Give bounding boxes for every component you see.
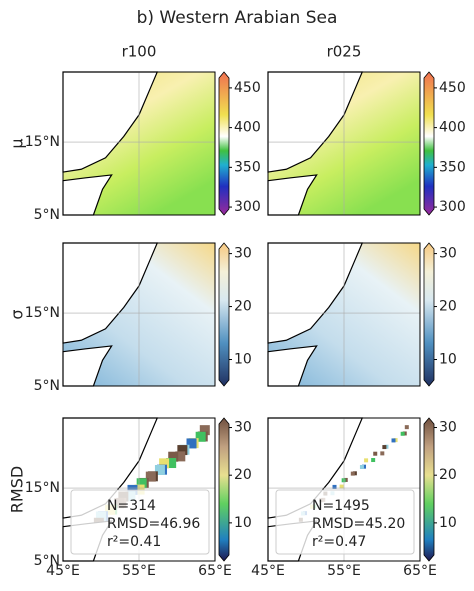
lon-tick-label: 45°E xyxy=(251,563,285,579)
land xyxy=(267,242,364,344)
map-cell xyxy=(391,438,396,443)
colorbar-tick-label: 30 xyxy=(439,246,457,262)
colorbar-tick-label: 300 xyxy=(439,199,466,215)
map-cell xyxy=(380,451,385,456)
lat-tick-label: 5°N xyxy=(34,207,60,223)
map-cell xyxy=(393,438,398,443)
map-cell xyxy=(373,451,378,456)
row-label: RMSD xyxy=(8,466,27,513)
map-cell xyxy=(145,471,156,482)
column-title: r100 xyxy=(122,43,157,61)
colorbar-tick-label: 10 xyxy=(439,352,457,368)
colorbar-tick-label: 350 xyxy=(234,159,261,175)
stats-text: r²=0.41 xyxy=(107,534,161,550)
lon-tick-label: 65°E xyxy=(198,563,232,579)
colorbar xyxy=(218,71,230,216)
colorbar xyxy=(218,417,230,562)
map-cell xyxy=(199,425,210,436)
map-cell xyxy=(166,458,177,469)
map-cell xyxy=(175,451,186,462)
colorbar-tick-label: 10 xyxy=(439,515,457,531)
colorbar-tick-label: 10 xyxy=(234,352,252,368)
map-frame xyxy=(267,417,421,562)
colorbar-tick-label: 20 xyxy=(439,299,457,315)
colorbar-tick-label: 20 xyxy=(234,299,252,315)
map-cell xyxy=(343,477,348,482)
lat-tick-label: 15°N xyxy=(25,480,60,496)
colorbar-tick-label: 400 xyxy=(234,120,261,136)
map-cell xyxy=(154,464,165,475)
land xyxy=(62,242,159,344)
lat-tick-label: 5°N xyxy=(34,378,60,394)
colorbar-tick-label: 20 xyxy=(439,467,457,483)
map-cell xyxy=(362,464,367,469)
column-title: r025 xyxy=(327,43,362,61)
map-cell xyxy=(186,438,197,449)
stats-box xyxy=(275,489,415,555)
map-frame xyxy=(267,71,421,216)
colorbar-tick-label: 400 xyxy=(439,120,466,136)
row-label: μ xyxy=(8,138,27,148)
colorbar-tick-label: 30 xyxy=(234,420,252,436)
lon-tick-label: 55°E xyxy=(327,563,361,579)
land xyxy=(267,71,364,173)
map-cell xyxy=(332,484,337,489)
row-label: σ xyxy=(8,309,27,319)
figure-title: b) Western Arabian Sea xyxy=(137,8,338,28)
map-cell xyxy=(404,425,409,430)
map-cell xyxy=(159,458,170,469)
map-cell xyxy=(359,464,364,469)
map-frame xyxy=(62,417,216,562)
map-cell xyxy=(341,478,346,483)
lat-tick-label: 5°N xyxy=(34,553,60,569)
stats-box xyxy=(70,489,210,555)
map-cell xyxy=(400,431,405,436)
lon-tick-label: 65°E xyxy=(403,563,437,579)
colorbar-tick-label: 450 xyxy=(234,80,261,96)
map-cell xyxy=(136,478,147,489)
colorbar xyxy=(423,242,435,387)
stats-text: RMSD=45.20 xyxy=(312,516,405,532)
colorbar xyxy=(423,71,435,216)
map-cell xyxy=(364,458,369,463)
colorbar-tick-label: 30 xyxy=(234,246,252,262)
colorbar-tick-label: 300 xyxy=(234,199,261,215)
map-cell xyxy=(195,431,206,442)
map-cell xyxy=(371,458,376,463)
colorbar-tick-label: 450 xyxy=(439,80,466,96)
lat-tick-label: 15°N xyxy=(25,134,60,150)
map-cell xyxy=(177,445,188,456)
map-cell xyxy=(384,444,389,449)
stats-text: N=1495 xyxy=(312,498,370,514)
colorbar-tick-label: 10 xyxy=(234,515,252,531)
map-cell xyxy=(339,484,344,489)
map-frame xyxy=(267,242,421,387)
colorbar-tick-label: 20 xyxy=(234,467,252,483)
land xyxy=(62,71,159,173)
colorbar xyxy=(218,242,230,387)
map-cell xyxy=(382,445,387,450)
stats-text: RMSD=46.96 xyxy=(107,516,200,532)
map-cell xyxy=(352,471,357,476)
lon-tick-label: 55°E xyxy=(122,563,156,579)
lat-tick-label: 15°N xyxy=(25,305,60,321)
map-cell xyxy=(402,431,407,436)
map-frame xyxy=(62,242,216,387)
lon-tick-label: 45°E xyxy=(46,563,80,579)
map-cell xyxy=(168,451,179,462)
map-cell xyxy=(350,471,355,476)
colorbar-tick-label: 350 xyxy=(439,159,466,175)
colorbar-tick-label: 30 xyxy=(439,420,457,436)
stats-text: N=314 xyxy=(107,498,156,514)
map-frame xyxy=(62,71,216,216)
colorbar xyxy=(423,417,435,562)
stats-text: r²=0.47 xyxy=(312,534,366,550)
